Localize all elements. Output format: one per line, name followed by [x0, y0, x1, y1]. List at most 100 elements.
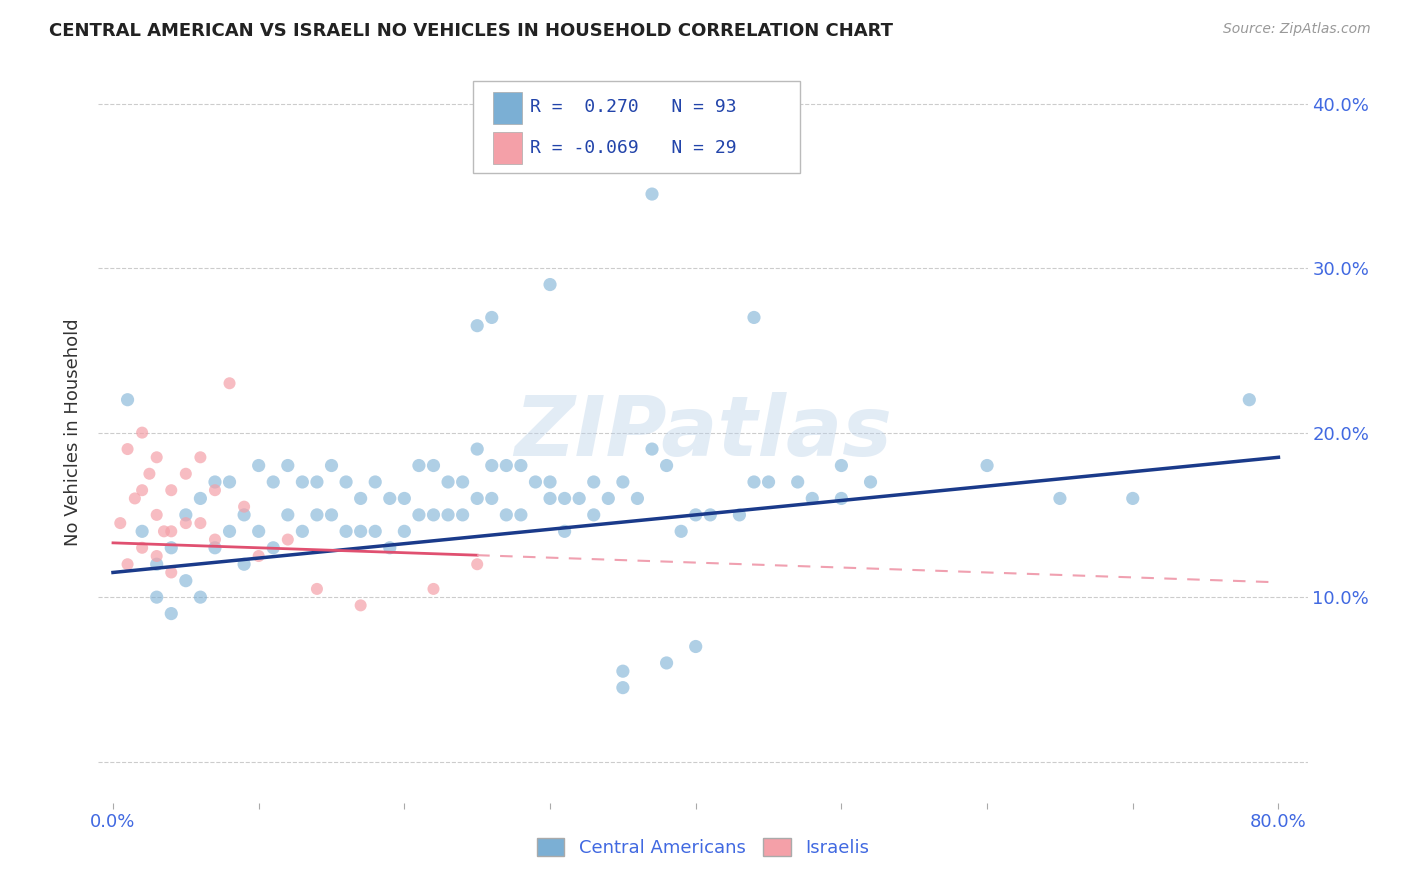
Point [247, 549, 270, 563]
Legend: Central Americans, Israelis: Central Americans, Israelis [530, 830, 876, 864]
Point [218, 376, 240, 391]
Point [364, 524, 387, 539]
Point [538, 475, 561, 489]
Point [801, 491, 824, 506]
Point [305, 508, 328, 522]
Point [350, 524, 373, 539]
Point [422, 508, 444, 522]
Text: ZIPatlas: ZIPatlas [515, 392, 891, 473]
Point [554, 524, 576, 539]
Point [190, 590, 212, 604]
Point [465, 442, 488, 456]
Point [131, 483, 153, 498]
Point [233, 508, 256, 522]
Point [1122, 491, 1144, 506]
Point [190, 491, 212, 506]
Point [145, 558, 167, 572]
Point [451, 475, 474, 489]
Point [538, 491, 561, 506]
Point [117, 392, 139, 407]
Point [451, 508, 474, 522]
Point [509, 508, 531, 522]
Point [509, 458, 531, 473]
Point [481, 491, 503, 506]
Point [538, 277, 561, 292]
Point [145, 508, 167, 522]
Point [626, 491, 648, 506]
Point [437, 475, 460, 489]
Point [218, 475, 240, 489]
Point [437, 508, 460, 522]
Point [145, 450, 167, 465]
Point [422, 458, 444, 473]
Point [277, 508, 299, 522]
Point [394, 524, 416, 539]
Point [830, 458, 852, 473]
Point [204, 483, 226, 498]
Point [247, 524, 270, 539]
Point [131, 541, 153, 555]
Point [758, 475, 780, 489]
Point [786, 475, 808, 489]
Point [160, 566, 183, 580]
Point [655, 458, 678, 473]
Point [110, 516, 132, 530]
Point [1239, 392, 1261, 407]
Point [247, 458, 270, 473]
Point [291, 524, 314, 539]
Point [262, 541, 284, 555]
Point [612, 664, 634, 678]
Point [174, 508, 197, 522]
Point [612, 475, 634, 489]
Point [233, 558, 256, 572]
Text: R =  0.270   N = 93: R = 0.270 N = 93 [530, 98, 737, 116]
Point [655, 656, 678, 670]
Point [131, 524, 153, 539]
Point [153, 524, 176, 539]
Point [350, 491, 373, 506]
Point [364, 475, 387, 489]
Point [138, 467, 160, 481]
Point [495, 458, 517, 473]
Point [350, 599, 373, 613]
FancyBboxPatch shape [492, 93, 522, 124]
Point [481, 310, 503, 325]
Point [465, 558, 488, 572]
Point [160, 607, 183, 621]
Point [233, 500, 256, 514]
Point [305, 475, 328, 489]
Point [568, 491, 591, 506]
Point [641, 187, 664, 202]
Point [160, 541, 183, 555]
Point [554, 491, 576, 506]
Point [465, 318, 488, 333]
Point [321, 458, 343, 473]
Point [582, 508, 605, 522]
Y-axis label: No Vehicles in Household: No Vehicles in Household [65, 318, 83, 547]
Point [204, 475, 226, 489]
Point [160, 524, 183, 539]
Text: CENTRAL AMERICAN VS ISRAELI NO VEHICLES IN HOUSEHOLD CORRELATION CHART: CENTRAL AMERICAN VS ISRAELI NO VEHICLES … [49, 22, 893, 40]
Point [305, 582, 328, 596]
Point [685, 640, 707, 654]
Point [495, 508, 517, 522]
Point [321, 508, 343, 522]
Point [174, 574, 197, 588]
Point [262, 475, 284, 489]
Point [335, 524, 357, 539]
Point [124, 491, 146, 506]
Point [145, 549, 167, 563]
Point [204, 533, 226, 547]
Point [408, 508, 430, 522]
Point [174, 516, 197, 530]
Point [859, 475, 882, 489]
Point [117, 558, 139, 572]
FancyBboxPatch shape [492, 132, 522, 164]
Point [218, 524, 240, 539]
Point [582, 475, 605, 489]
Point [685, 508, 707, 522]
Point [669, 524, 692, 539]
FancyBboxPatch shape [474, 81, 800, 173]
Point [277, 458, 299, 473]
Point [728, 508, 751, 522]
